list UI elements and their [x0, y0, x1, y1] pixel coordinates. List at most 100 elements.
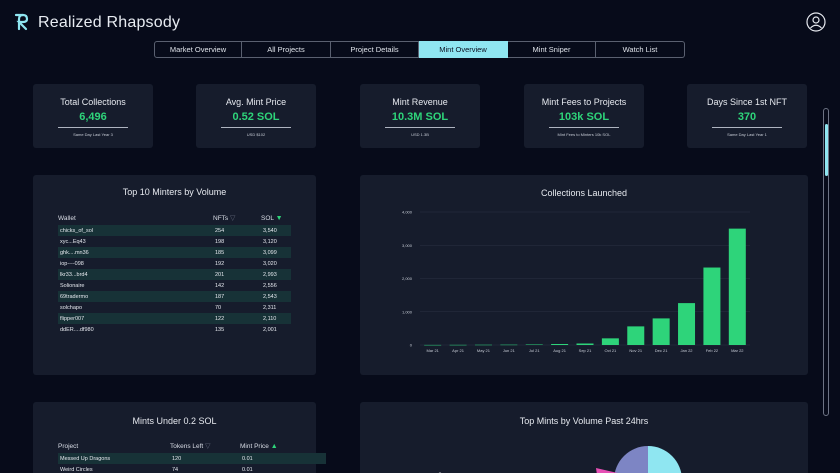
wallet-cell: solchapo: [60, 304, 83, 311]
table-row[interactable]: ghk....mn36 185 3,099: [58, 247, 291, 258]
table-row[interactable]: Weird Circles 74 0.01: [58, 464, 326, 473]
y-tick-label: 0: [410, 343, 413, 348]
kpi-divider: [385, 127, 455, 128]
table-row[interactable]: iop----098 192 3,020: [58, 258, 291, 269]
wallet-cell: ddER....df980: [60, 326, 94, 333]
table-row[interactable]: xyc...Eq43 198 3,120: [58, 236, 291, 247]
tab-all-projects[interactable]: All Projects: [242, 41, 331, 58]
panel-title: Top 10 Minters by Volume: [122, 187, 227, 197]
kpi-mint-revenue: Mint Revenue 10.3M SOL USD 1.3B: [360, 84, 480, 148]
sort-down-icon[interactable]: ▽: [205, 443, 211, 450]
y-tick-label: 1,000: [402, 309, 413, 314]
kpi-divider: [712, 127, 782, 128]
table-row[interactable]: Messed Up Dragons 120 0.01: [58, 453, 326, 464]
sol-cell: 2,001: [263, 326, 277, 333]
bar[interactable]: [576, 343, 594, 345]
bar[interactable]: [652, 318, 670, 345]
tab-watch-list[interactable]: Watch List: [596, 41, 685, 58]
y-tick-label: 2,000: [402, 276, 413, 281]
kpi-value: 0.52 SOL: [232, 111, 280, 123]
tab-market-overview[interactable]: Market Overview: [154, 41, 242, 58]
page-scrollbar-track[interactable]: [823, 108, 829, 416]
kpi-value: 103k SOL: [558, 111, 610, 123]
x-tick-label: Apr 21: [452, 348, 465, 353]
mints-under-panel: Mints Under 0.2 SOL Project Tokens Left …: [33, 402, 326, 473]
bar[interactable]: [728, 228, 746, 345]
wallet-cell: ghk....mn36: [58, 247, 213, 258]
nfts-cell: 201: [213, 269, 261, 280]
x-tick-label: Oct 21: [604, 348, 617, 353]
app-header: Realized Rhapsody: [0, 0, 840, 44]
table-row[interactable]: Solionaire 142 2,556: [58, 280, 291, 291]
x-tick-label: May 21: [477, 348, 491, 353]
bar[interactable]: [678, 303, 696, 345]
tab-mint-overview[interactable]: Mint Overview: [419, 41, 508, 58]
panel-title: Mints Under 0.2 SOL: [132, 416, 217, 426]
tab-mint-sniper[interactable]: Mint Sniper: [508, 41, 596, 58]
x-tick-label: Feb 22: [706, 348, 719, 353]
bar[interactable]: [500, 344, 518, 346]
brand-title: Realized Rhapsody: [38, 14, 181, 31]
bar[interactable]: [551, 344, 569, 345]
tab-project-details[interactable]: Project Details: [331, 41, 419, 58]
sol-cell: 3,020: [263, 260, 277, 267]
bar[interactable]: [424, 344, 442, 346]
table-row[interactable]: lkr33...brd4 201 2,993: [58, 269, 291, 280]
bar[interactable]: [449, 344, 467, 346]
sort-up-active-icon[interactable]: ▲: [270, 442, 278, 450]
column-header-project[interactable]: Project: [58, 442, 79, 450]
column-label: NFTs: [213, 215, 229, 222]
column-header-nfts[interactable]: NFTs ▽: [213, 211, 261, 225]
logo-icon[interactable]: [14, 13, 32, 31]
table-row[interactable]: flipper007 122 2,110: [58, 313, 291, 324]
mints-under-table: Project Tokens Left ▽ Mint Price ▲ Messe…: [58, 439, 326, 473]
wallet-cell: chicks_of_sol: [58, 225, 213, 236]
bar[interactable]: [703, 267, 721, 345]
nfts-cell: 198: [215, 238, 225, 245]
sol-cell: 2,556: [263, 282, 277, 289]
nfts-cell: 254: [213, 225, 261, 236]
column-header-mint-price[interactable]: Mint Price ▲: [240, 439, 326, 453]
x-tick-label: Jan 22: [681, 348, 694, 353]
kpi-subtext: USD 1.3B: [411, 132, 429, 137]
sort-down-icon[interactable]: ▽: [229, 215, 236, 222]
bar[interactable]: [525, 344, 543, 346]
collections-launched-chart: 0 1,000 2,000 3,000 4,000 Mar 21 Apr 21 May 21 J…: [402, 210, 750, 353]
kpi-mint-fees: Mint Fees to Projects 103k SOL Mint Fees…: [524, 84, 644, 148]
sol-cell: 3,120: [263, 238, 277, 245]
column-header-wallet[interactable]: Wallet: [58, 214, 76, 222]
bar[interactable]: [474, 344, 492, 346]
table-row[interactable]: chicks_of_sol 254 3,540: [58, 225, 291, 236]
x-tick-label: Jul 21: [529, 348, 540, 353]
bar[interactable]: [627, 326, 645, 345]
wallet-cell: xyc...Eq43: [60, 238, 86, 245]
nfts-cell: 122: [213, 313, 261, 324]
pie-slice[interactable]: [596, 468, 648, 473]
nfts-cell: 185: [213, 247, 261, 258]
page-scrollbar-thumb[interactable]: [825, 124, 828, 176]
kpi-value: 6,496: [79, 111, 107, 123]
table-row[interactable]: ddER....df980 135 2,001: [58, 324, 291, 335]
user-account-icon[interactable]: [806, 12, 826, 32]
wallet-cell: flipper007: [58, 313, 213, 324]
column-header-sol[interactable]: SOL ▼: [261, 211, 291, 225]
y-tick-label: 4,000: [402, 210, 413, 215]
table-row[interactable]: solchapo 70 2,311: [58, 302, 291, 313]
tokens-left-cell: 120: [170, 453, 240, 464]
column-label: Tokens Left: [170, 443, 204, 450]
sol-cell: 2,311: [263, 304, 277, 311]
table-row[interactable]: 69tradermo 187 2,543: [58, 291, 291, 302]
kpi-avg-mint-price: Avg. Mint Price 0.52 SOL USD $102: [196, 84, 316, 148]
column-header-tokens-left[interactable]: Tokens Left ▽: [170, 439, 240, 453]
sol-cell: 3,099: [261, 247, 291, 258]
mint-price-cell: 0.01: [242, 466, 253, 473]
pie-slice[interactable]: [614, 446, 648, 473]
pie-slice[interactable]: [648, 446, 682, 473]
bar[interactable]: [601, 338, 619, 345]
x-tick-label: Dec 21: [655, 348, 668, 353]
y-tick-label: 3,000: [402, 243, 413, 248]
sort-down-active-icon[interactable]: ▼: [275, 214, 283, 222]
collections-launched-panel: Collections Launched 0 1,000 2,000 3,000 4,0…: [360, 175, 808, 375]
chart-title: Collections Launched: [540, 188, 628, 198]
mint-price-cell: 0.01: [240, 453, 326, 464]
